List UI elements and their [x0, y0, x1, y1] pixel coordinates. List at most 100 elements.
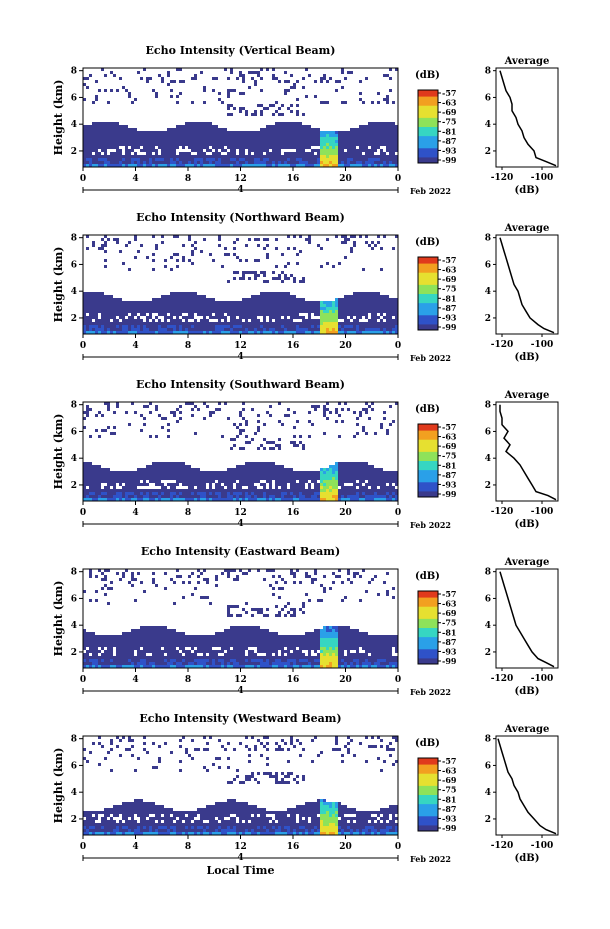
- heatmap-cell: [341, 465, 344, 468]
- heatmap-cell: [242, 483, 245, 486]
- heatmap-cell: [152, 489, 155, 492]
- heatmap-cell: [230, 304, 233, 307]
- heatmap-cell: [314, 310, 317, 313]
- heatmap-cell: [377, 495, 380, 498]
- heatmap-cell: [113, 483, 116, 486]
- heatmap-cell: [182, 632, 185, 635]
- heatmap-cell: [116, 158, 119, 161]
- heatmap-cell: [104, 486, 107, 489]
- heatmap-cell: [158, 462, 161, 465]
- heatmap-cell: [197, 468, 200, 471]
- heatmap-cell: [284, 298, 287, 301]
- heatmap-cell: [188, 486, 191, 489]
- heatmap-cell: [197, 471, 200, 474]
- heatmap-cell: [347, 629, 350, 632]
- heatmap-cell: [326, 477, 329, 480]
- x-tick-label: 12: [234, 174, 247, 184]
- heatmap-cell: [239, 259, 242, 262]
- heatmap-cell: [98, 89, 101, 92]
- heatmap-cell: [344, 304, 347, 307]
- heatmap-cell: [338, 328, 341, 331]
- heatmap-cell: [335, 483, 338, 486]
- heatmap-cell: [320, 101, 323, 104]
- heatmap-cell: [110, 316, 113, 319]
- heatmap-cell: [128, 322, 131, 325]
- colorbar-tick-label: -81: [442, 460, 456, 470]
- heatmap-cell: [260, 134, 263, 137]
- heatmap-cell: [350, 149, 353, 152]
- heatmap-cell: [329, 480, 332, 483]
- heatmap-cell: [116, 307, 119, 310]
- heatmap-cell: [338, 80, 341, 83]
- heatmap-cell: [128, 471, 131, 474]
- heatmap-cell: [320, 77, 323, 80]
- heatmap-cell: [263, 155, 266, 158]
- heatmap-cell: [152, 471, 155, 474]
- heatmap-cell: [329, 483, 332, 486]
- heatmap-cell: [368, 131, 371, 134]
- heatmap-cell: [101, 304, 104, 307]
- heatmap-cell: [254, 110, 257, 113]
- heatmap-cell: [143, 498, 146, 501]
- heatmap-cell: [200, 125, 203, 128]
- heatmap-cell: [386, 301, 389, 304]
- heatmap-cell: [275, 131, 278, 134]
- heatmap-cell: [176, 489, 179, 492]
- heatmap-cell: [326, 301, 329, 304]
- heatmap-cell: [359, 599, 362, 602]
- heatmap-cell: [305, 322, 308, 325]
- heatmap-cell: [296, 483, 299, 486]
- heatmap-cell: [83, 635, 86, 638]
- heatmap-cell: [284, 325, 287, 328]
- heatmap-cell: [287, 292, 290, 295]
- heatmap-cell: [122, 304, 125, 307]
- heatmap-cell: [251, 77, 254, 80]
- heatmap-cell: [224, 137, 227, 140]
- heatmap-cell: [302, 483, 305, 486]
- heatmap-cell: [368, 140, 371, 143]
- heatmap-cell: [341, 462, 344, 465]
- heatmap-cell: [374, 313, 377, 316]
- heatmap-cell: [284, 310, 287, 313]
- heatmap-cell: [101, 480, 104, 483]
- heatmap-cell: [152, 331, 155, 334]
- heatmap-cell: [248, 304, 251, 307]
- heatmap-cell: [152, 572, 155, 575]
- heatmap-cell: [101, 429, 104, 432]
- heatmap-cell: [107, 402, 110, 405]
- heatmap-cell: [299, 331, 302, 334]
- heatmap-cell: [113, 635, 116, 638]
- heatmap-cell: [200, 471, 203, 474]
- heatmap-cell: [365, 325, 368, 328]
- heatmap-cell: [98, 411, 101, 414]
- heatmap-cell: [239, 635, 242, 638]
- heatmap-cell: [392, 486, 395, 489]
- heatmap-cell: [386, 155, 389, 158]
- heatmap-cell: [224, 489, 227, 492]
- heatmap-cell: [377, 301, 380, 304]
- heatmap-cell: [335, 471, 338, 474]
- heatmap-cell: [395, 137, 398, 140]
- heatmap-cell: [290, 137, 293, 140]
- heatmap-cell: [161, 474, 164, 477]
- heatmap-cell: [341, 298, 344, 301]
- heatmap-cell: [353, 629, 356, 632]
- heatmap-cell: [104, 131, 107, 134]
- heatmap-cell: [218, 483, 221, 486]
- heatmap-cell: [200, 322, 203, 325]
- heatmap-cell: [95, 298, 98, 301]
- heatmap-cell: [143, 405, 146, 408]
- heatmap-cell: [257, 319, 260, 322]
- heatmap-cell: [122, 331, 125, 334]
- heatmap-cell: [290, 131, 293, 134]
- heatmap-cell: [272, 292, 275, 295]
- heatmap-cell: [323, 587, 326, 590]
- heatmap-cell: [239, 134, 242, 137]
- heatmap-cell: [383, 471, 386, 474]
- heatmap-cell: [290, 304, 293, 307]
- heatmap-cell: [242, 277, 245, 280]
- average-title: Average: [504, 223, 550, 234]
- heatmap-cell: [107, 316, 110, 319]
- heatmap-cell: [119, 477, 122, 480]
- heatmap-cell: [92, 322, 95, 325]
